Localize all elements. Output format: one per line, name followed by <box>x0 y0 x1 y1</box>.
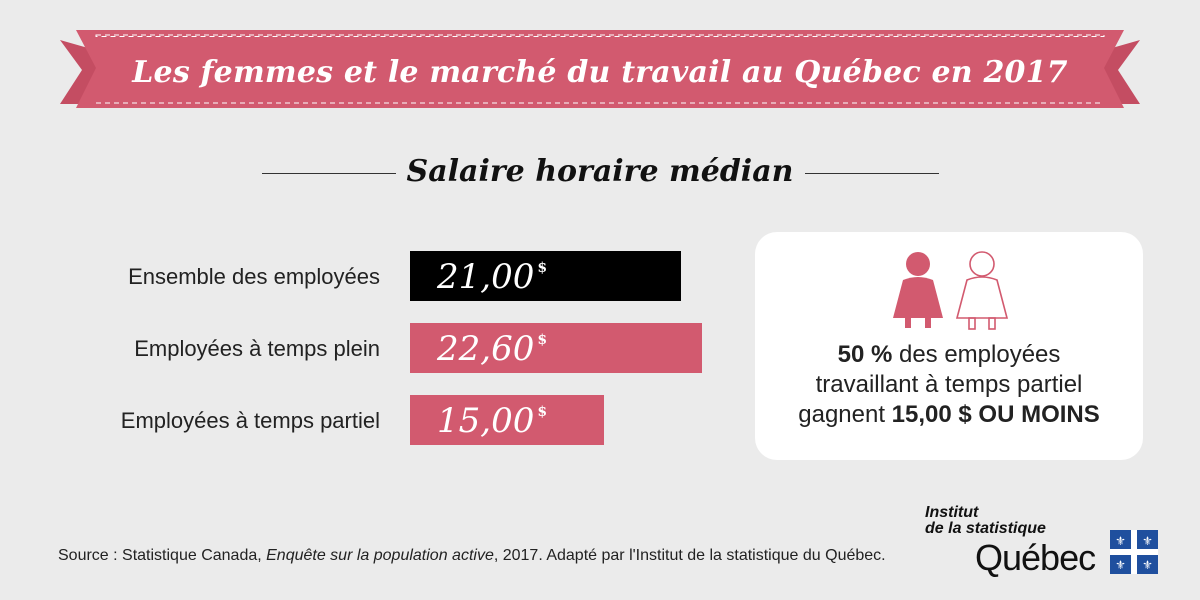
source-suffix: , 2017. Adapté par l'Institut de la stat… <box>493 547 886 564</box>
logo-line2: de la statistique <box>925 520 1046 537</box>
chart-subtitle: Salaire horaire médian <box>406 154 794 189</box>
bar-value-label: 21,00 $ <box>437 260 547 294</box>
subtitle-rule-left <box>262 173 396 174</box>
svg-text:⚜: ⚜ <box>1115 534 1126 548</box>
stat-card: 50 % des employées travaillant à temps p… <box>755 232 1143 460</box>
bar <box>410 323 702 373</box>
logo-main: Québec <box>975 537 1096 578</box>
bar-value-unit: $ <box>537 332 548 348</box>
bar-value-label: 15,00 $ <box>437 404 547 438</box>
isq-logo: Institut de la statistique Québec ⚜ ⚜ ⚜ … <box>905 500 1165 580</box>
bar-value-label: 22,60 $ <box>437 332 547 366</box>
women-icons <box>893 251 1009 330</box>
bar-value-number: 21,00 <box>437 257 535 297</box>
woman-filled-icon <box>893 252 943 328</box>
card-line2: travaillant à temps partiel <box>815 371 1083 398</box>
page-title: Les femmes et le marché du travail au Qu… <box>132 54 1068 90</box>
bar-value-number: 22,60 <box>437 329 535 369</box>
card-line1: des employées <box>892 341 1061 368</box>
source-note: Source : Statistique Canada, Enquête sur… <box>58 547 886 565</box>
title-banner <box>60 30 1140 108</box>
svg-text:⚜: ⚜ <box>1142 534 1153 548</box>
card-percent: 50 % <box>837 341 893 368</box>
subtitle-rule-right <box>805 173 939 174</box>
logo-line1: Institut <box>925 504 979 521</box>
source-prefix: Source : Statistique Canada, <box>58 547 267 564</box>
bar <box>410 251 681 301</box>
subtitle-row: Salaire horaire médian <box>0 150 1200 196</box>
source-survey: Enquête sur la population active <box>266 547 494 564</box>
card-text: 50 % des employées travaillant à temps p… <box>755 340 1143 430</box>
category-label: Employées à temps plein <box>134 336 380 361</box>
woman-outline-icon <box>955 251 1009 330</box>
category-label: Ensemble des employées <box>128 264 380 289</box>
svg-text:⚜: ⚜ <box>1115 558 1126 572</box>
category-label: Employées à temps partiel <box>120 408 380 433</box>
card-amount: 15,00 $ OU MOINS <box>891 401 1100 428</box>
bar <box>410 395 604 445</box>
bar-value-unit: $ <box>537 404 548 420</box>
quebec-flag-icon: ⚜ ⚜ ⚜ ⚜ <box>1110 530 1158 574</box>
card-line3: gagnent <box>798 401 892 428</box>
svg-text:⚜: ⚜ <box>1142 558 1153 572</box>
bar-value-unit: $ <box>537 260 548 276</box>
bar-value-number: 15,00 <box>437 401 535 441</box>
